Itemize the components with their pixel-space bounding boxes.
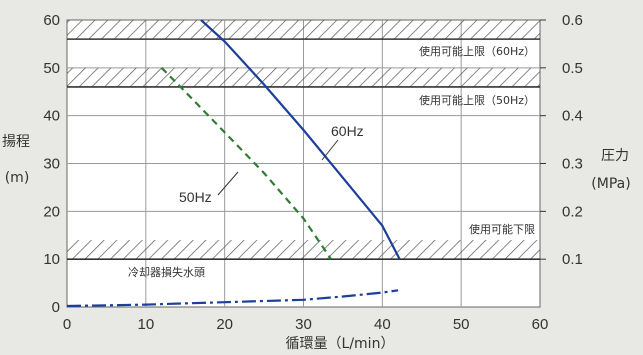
y-right-title: 圧力 <box>601 148 629 164</box>
leader-60hz <box>321 139 339 161</box>
band-label-60hz: 使用可能上限（60Hz） <box>419 44 535 58</box>
series-line <box>66 289 399 308</box>
series-label-50hz: 50Hz <box>179 189 212 205</box>
y-right-unit: (MPa) <box>591 176 630 192</box>
tick-labels: 0 10 20 30 40 50 60 0 10 20 30 40 50 60 0.1 0.2 0.3 0.4 0.… <box>43 12 583 333</box>
y-left-unit: (m) <box>5 170 30 186</box>
series-lines <box>66 19 401 308</box>
y-right-tick-label: 0.5 <box>562 60 583 77</box>
limit-band <box>67 240 540 260</box>
series-line <box>200 19 401 260</box>
series-label-loss: 冷却器損失水頭 <box>128 265 205 279</box>
limit-band <box>67 67 540 87</box>
y-left-tick-label: 10 <box>43 251 60 268</box>
x-tick-label: 0 <box>63 316 71 333</box>
series-label-60hz: 60Hz <box>331 123 364 139</box>
y-left-title: 揚程 <box>2 133 30 150</box>
limit-band <box>67 20 540 40</box>
y-left-tick-label: 50 <box>43 60 60 77</box>
x-tick-label: 40 <box>374 316 391 333</box>
x-tick-label: 60 <box>532 316 549 333</box>
x-tick-label: 50 <box>453 316 470 333</box>
y-right-tick-label: 0.3 <box>562 156 583 173</box>
band-label-50hz: 使用可能上限（50Hz） <box>419 93 535 107</box>
x-tick-label: 30 <box>295 316 312 333</box>
x-tick-label: 10 <box>137 316 154 333</box>
limit-bands <box>67 20 540 260</box>
y-left-tick-label: 40 <box>43 108 60 125</box>
leader-50hz <box>217 171 239 196</box>
y-right-tick-label: 0.2 <box>562 203 583 220</box>
y-right-tick-label: 0.4 <box>562 108 583 125</box>
y-left-tick-label: 60 <box>43 12 60 29</box>
y-left-tick-label: 30 <box>43 156 60 173</box>
y-left-tick-label: 20 <box>43 203 60 220</box>
series-line <box>160 67 333 260</box>
y-right-tick-label: 0.6 <box>562 12 583 29</box>
x-axis-title: 循環量（L/min） <box>286 336 395 352</box>
y-left-tick-label: 0 <box>52 299 60 316</box>
x-tick-label: 20 <box>216 316 233 333</box>
y-right-tick-label: 0.1 <box>562 251 583 268</box>
band-label-lower: 使用可能下限 <box>469 222 535 236</box>
